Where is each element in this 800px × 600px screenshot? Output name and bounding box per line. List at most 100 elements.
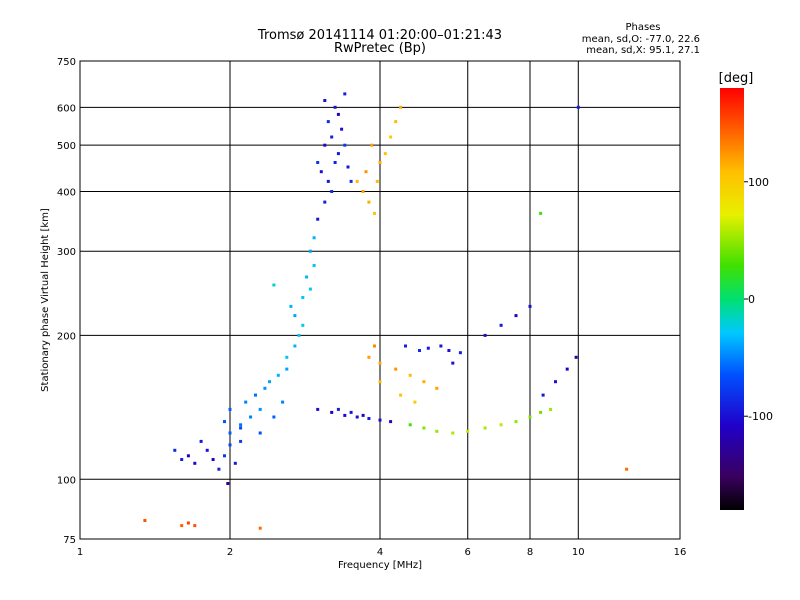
data-point bbox=[301, 296, 305, 299]
y-tick-label: 300 bbox=[57, 247, 76, 258]
data-point bbox=[399, 105, 403, 109]
data-point bbox=[326, 120, 330, 124]
data-point bbox=[205, 448, 209, 452]
data-point bbox=[404, 344, 407, 348]
data-point bbox=[336, 112, 340, 116]
data-point bbox=[308, 249, 312, 253]
data-point bbox=[211, 458, 215, 461]
y-axis-ticks: 75 100 200 300 400 500 600 750 bbox=[57, 57, 76, 546]
data-point bbox=[343, 143, 347, 147]
data-point bbox=[330, 190, 334, 193]
y-tick-label: 750 bbox=[57, 57, 76, 68]
data-point bbox=[625, 467, 629, 471]
data-point bbox=[228, 443, 232, 447]
data-point bbox=[554, 380, 557, 384]
data-point bbox=[258, 407, 262, 411]
data-point bbox=[528, 304, 532, 308]
data-point bbox=[574, 355, 578, 359]
plot-area bbox=[79, 60, 681, 540]
data-point bbox=[340, 127, 344, 131]
data-point bbox=[418, 349, 421, 352]
legend-line-x: mean, sd,X: 95.1, 27.1 bbox=[586, 45, 700, 56]
data-point bbox=[223, 454, 226, 458]
data-point bbox=[308, 287, 312, 291]
data-point bbox=[349, 179, 353, 183]
data-point bbox=[180, 524, 184, 528]
data-point bbox=[239, 426, 243, 430]
x-tick-label: 1 bbox=[77, 547, 83, 558]
data-point bbox=[399, 393, 403, 397]
data-point bbox=[217, 467, 221, 471]
data-point bbox=[549, 407, 553, 411]
data-point bbox=[451, 431, 455, 435]
data-point bbox=[458, 351, 462, 355]
data-point bbox=[343, 92, 347, 96]
x-tick-label: 16 bbox=[674, 547, 687, 558]
data-point bbox=[378, 361, 382, 365]
data-point bbox=[193, 461, 197, 465]
x-tick-label: 6 bbox=[465, 547, 471, 558]
data-point bbox=[361, 413, 365, 417]
data-point bbox=[281, 400, 285, 404]
x-axis-label: Frequency [MHz] bbox=[338, 560, 422, 571]
data-point bbox=[316, 217, 320, 221]
data-point bbox=[389, 420, 393, 424]
data-point bbox=[186, 521, 190, 525]
data-point bbox=[323, 200, 327, 204]
y-tick-label: 100 bbox=[57, 475, 76, 486]
data-point bbox=[408, 423, 412, 427]
data-point bbox=[289, 304, 293, 308]
data-point bbox=[226, 482, 230, 485]
data-point bbox=[336, 407, 340, 411]
data-point bbox=[323, 143, 327, 147]
chart-subtitle: RwPretec (Bp) bbox=[334, 41, 426, 56]
data-point bbox=[249, 415, 253, 419]
data-point bbox=[539, 211, 543, 215]
data-point bbox=[333, 161, 337, 164]
data-point bbox=[228, 431, 232, 435]
data-point bbox=[447, 349, 451, 352]
data-point bbox=[499, 423, 503, 427]
data-point bbox=[323, 99, 327, 102]
data-point bbox=[435, 386, 439, 390]
data-point bbox=[319, 170, 323, 174]
data-point bbox=[483, 333, 487, 337]
data-point bbox=[297, 333, 301, 337]
data-point bbox=[276, 373, 280, 377]
y-tick-label: 400 bbox=[57, 187, 76, 198]
data-point bbox=[565, 367, 569, 371]
data-point bbox=[364, 170, 368, 174]
data-point bbox=[305, 275, 309, 279]
data-point bbox=[199, 439, 203, 443]
data-point bbox=[378, 161, 382, 164]
colorbar-tick-label: 100 bbox=[748, 176, 769, 189]
data-point bbox=[333, 105, 337, 109]
data-point bbox=[293, 344, 297, 348]
y-tick-label: 500 bbox=[57, 141, 76, 152]
data-point bbox=[301, 323, 305, 327]
data-point bbox=[528, 415, 532, 419]
data-point bbox=[330, 410, 334, 414]
data-point bbox=[330, 135, 334, 139]
grid bbox=[80, 61, 680, 539]
data-point bbox=[228, 407, 232, 411]
data-point bbox=[576, 105, 580, 109]
data-point bbox=[343, 413, 347, 417]
data-point bbox=[268, 380, 271, 384]
data-point bbox=[373, 344, 376, 348]
data-point bbox=[514, 314, 518, 318]
data-points bbox=[143, 92, 629, 530]
data-point bbox=[367, 200, 371, 204]
data-point bbox=[233, 461, 237, 465]
data-point bbox=[361, 190, 365, 193]
data-point bbox=[394, 367, 398, 371]
data-point bbox=[285, 367, 289, 371]
data-point bbox=[312, 236, 316, 240]
data-point bbox=[263, 386, 267, 390]
x-tick-label: 10 bbox=[572, 547, 585, 558]
y-tick-label: 600 bbox=[57, 103, 76, 114]
data-point bbox=[272, 415, 276, 419]
legend-title: Phases bbox=[625, 22, 660, 33]
data-point bbox=[466, 429, 470, 433]
